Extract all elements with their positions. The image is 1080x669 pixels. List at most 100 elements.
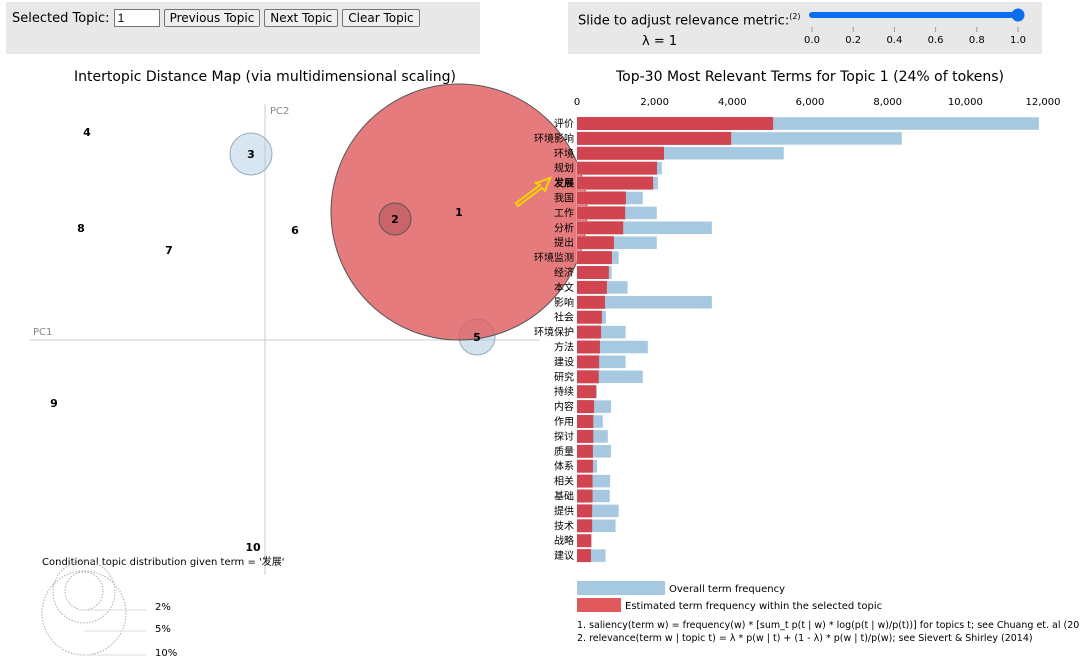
bar-overall-持续[interactable]	[576, 384, 598, 399]
bar-overall-社会[interactable]	[576, 310, 607, 324]
bar-overall-影响[interactable]	[576, 295, 713, 310]
bar-overall-基础[interactable]	[576, 489, 611, 503]
bar-overall-战略[interactable]	[576, 533, 592, 548]
topic-circle-3[interactable]	[229, 132, 273, 176]
term-label[interactable]: 探讨	[554, 430, 574, 443]
bar-topic-质量[interactable]	[577, 444, 593, 458]
bar-topic-建议[interactable]	[577, 549, 591, 563]
term-label[interactable]: 环境	[554, 147, 574, 160]
bar-overall-环境监测[interactable]	[576, 250, 620, 265]
term-label[interactable]: 环境监测	[534, 251, 574, 264]
selected-topic-input[interactable]	[113, 9, 160, 27]
topic-label-3[interactable]: 3	[247, 148, 255, 161]
term-label[interactable]: 作用	[554, 416, 574, 428]
term-label[interactable]: 质量	[554, 446, 574, 458]
bar-topic-基础[interactable]	[577, 489, 593, 503]
topic-label-6[interactable]: 6	[291, 224, 299, 237]
bar-topic-工作[interactable]	[577, 206, 626, 220]
topic-label-5[interactable]: 5	[473, 331, 481, 344]
term-label[interactable]: 内容	[554, 400, 574, 413]
term-label[interactable]: 战略	[554, 534, 574, 547]
term-label[interactable]: 建设	[554, 355, 574, 368]
bar-topic-环境影响[interactable]	[577, 131, 732, 145]
bar-topic-持续[interactable]	[577, 385, 597, 399]
bar-overall-相关[interactable]	[576, 474, 611, 488]
bar-overall-我国[interactable]	[576, 191, 644, 205]
bar-overall-建议[interactable]	[576, 548, 606, 563]
term-label[interactable]: 社会	[554, 311, 574, 324]
bar-topic-发展[interactable]	[577, 176, 654, 190]
bar-topic-内容[interactable]	[577, 400, 595, 414]
term-label[interactable]: 发展	[553, 177, 574, 190]
bar-topic-研究[interactable]	[577, 370, 599, 384]
term-label[interactable]: 本文	[554, 281, 574, 294]
bar-topic-我国[interactable]	[577, 191, 626, 205]
bar-overall-技术[interactable]	[576, 519, 617, 533]
term-label[interactable]: 建议	[554, 549, 574, 562]
lambda-slider[interactable]: 0.0 0.2 0.4 0.6 0.8 1.0	[798, 2, 1038, 54]
bar-overall-方法[interactable]	[576, 340, 649, 354]
topic-circle-2[interactable]	[378, 202, 412, 236]
bar-overall-经济[interactable]	[576, 265, 613, 280]
bar-topic-提供[interactable]	[577, 504, 593, 518]
term-label[interactable]: 提供	[554, 504, 574, 517]
bar-topic-探讨[interactable]	[577, 429, 594, 443]
topic-label-8[interactable]: 8	[77, 222, 85, 235]
clear-topic-button[interactable]: Clear Topic	[342, 9, 420, 27]
term-label[interactable]: 分析	[554, 221, 574, 234]
term-label[interactable]: 经济	[554, 266, 574, 279]
bar-overall-环境[interactable]	[576, 146, 785, 161]
bar-overall-提出[interactable]	[576, 235, 658, 250]
term-label[interactable]: 我国	[554, 193, 574, 205]
topic-circle-5[interactable]	[458, 318, 496, 356]
term-label[interactable]: 技术	[554, 519, 574, 532]
bar-topic-影响[interactable]	[577, 295, 605, 309]
bar-topic-社会[interactable]	[577, 310, 602, 324]
term-label[interactable]: 环境保护	[534, 326, 574, 339]
bar-overall-建设[interactable]	[576, 355, 627, 369]
bar-overall-环境影响[interactable]	[576, 131, 903, 146]
bar-overall-探讨[interactable]	[576, 429, 609, 444]
term-label[interactable]: 影响	[554, 296, 574, 309]
topic-label-9[interactable]: 9	[50, 397, 58, 410]
topic-label-4[interactable]: 4	[83, 126, 91, 139]
term-label[interactable]: 基础	[554, 490, 574, 503]
bar-topic-经济[interactable]	[577, 266, 609, 279]
bar-overall-作用[interactable]	[576, 414, 604, 429]
bar-overall-质量[interactable]	[576, 444, 612, 459]
bar-topic-技术[interactable]	[577, 519, 593, 533]
bar-topic-相关[interactable]	[577, 474, 593, 488]
bar-topic-环境[interactable]	[577, 146, 664, 160]
slider-thumb[interactable]	[1011, 8, 1025, 22]
bar-topic-战略[interactable]	[577, 534, 592, 548]
topic-label-1[interactable]: 1	[455, 206, 463, 219]
term-label[interactable]: 持续	[554, 385, 574, 398]
bar-topic-评价[interactable]	[577, 117, 774, 130]
topic-label-7[interactable]: 7	[165, 244, 173, 257]
bar-overall-发展[interactable]	[576, 176, 659, 190]
term-label[interactable]: 工作	[554, 207, 574, 219]
bar-topic-提出[interactable]	[577, 236, 614, 250]
bar-overall-环境保护[interactable]	[576, 325, 627, 339]
bar-overall-体系[interactable]	[576, 459, 598, 473]
bar-overall-内容[interactable]	[576, 399, 612, 414]
topic-circle-1[interactable]	[330, 83, 588, 341]
bar-topic-建设[interactable]	[577, 355, 600, 369]
bar-topic-分析[interactable]	[577, 221, 624, 235]
term-label[interactable]: 环境影响	[534, 132, 574, 145]
bar-overall-评价[interactable]	[576, 116, 1040, 131]
term-label[interactable]: 研究	[554, 370, 574, 383]
term-label[interactable]: 评价	[554, 118, 574, 130]
term-label[interactable]: 规划	[554, 162, 574, 175]
next-topic-button[interactable]: Next Topic	[264, 9, 339, 27]
previous-topic-button[interactable]: Previous Topic	[163, 9, 261, 27]
term-label[interactable]: 方法	[554, 341, 574, 354]
bar-topic-规划[interactable]	[577, 161, 657, 175]
bar-overall-提供[interactable]	[576, 504, 620, 518]
bar-topic-环境监测[interactable]	[577, 251, 612, 265]
bar-overall-本文[interactable]	[576, 280, 629, 295]
bar-overall-规划[interactable]	[576, 161, 663, 175]
term-label[interactable]: 相关	[554, 475, 574, 488]
topic-label-10[interactable]: 10	[245, 541, 261, 554]
term-label[interactable]: 体系	[554, 461, 574, 473]
